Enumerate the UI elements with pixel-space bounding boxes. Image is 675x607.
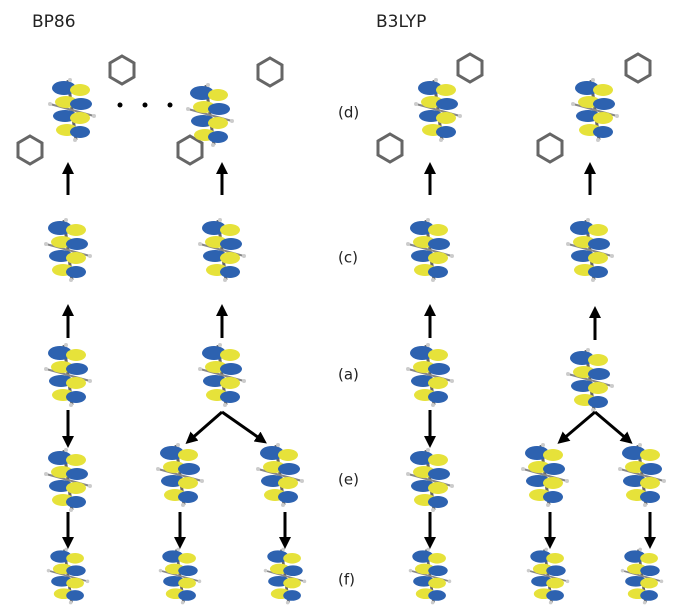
method-label: BP86	[32, 12, 76, 32]
row-label: (e)	[338, 471, 359, 489]
molecules	[18, 54, 666, 604]
figure: BP86 B3LYP (d) (c) (a) (e) (f)	[0, 0, 675, 607]
row-label: (a)	[338, 366, 359, 384]
method-label: B3LYP	[376, 12, 426, 32]
row-label: (d)	[338, 104, 359, 122]
row-label: (c)	[338, 249, 358, 267]
row-label: (f)	[338, 571, 355, 589]
arrows	[68, 168, 650, 543]
